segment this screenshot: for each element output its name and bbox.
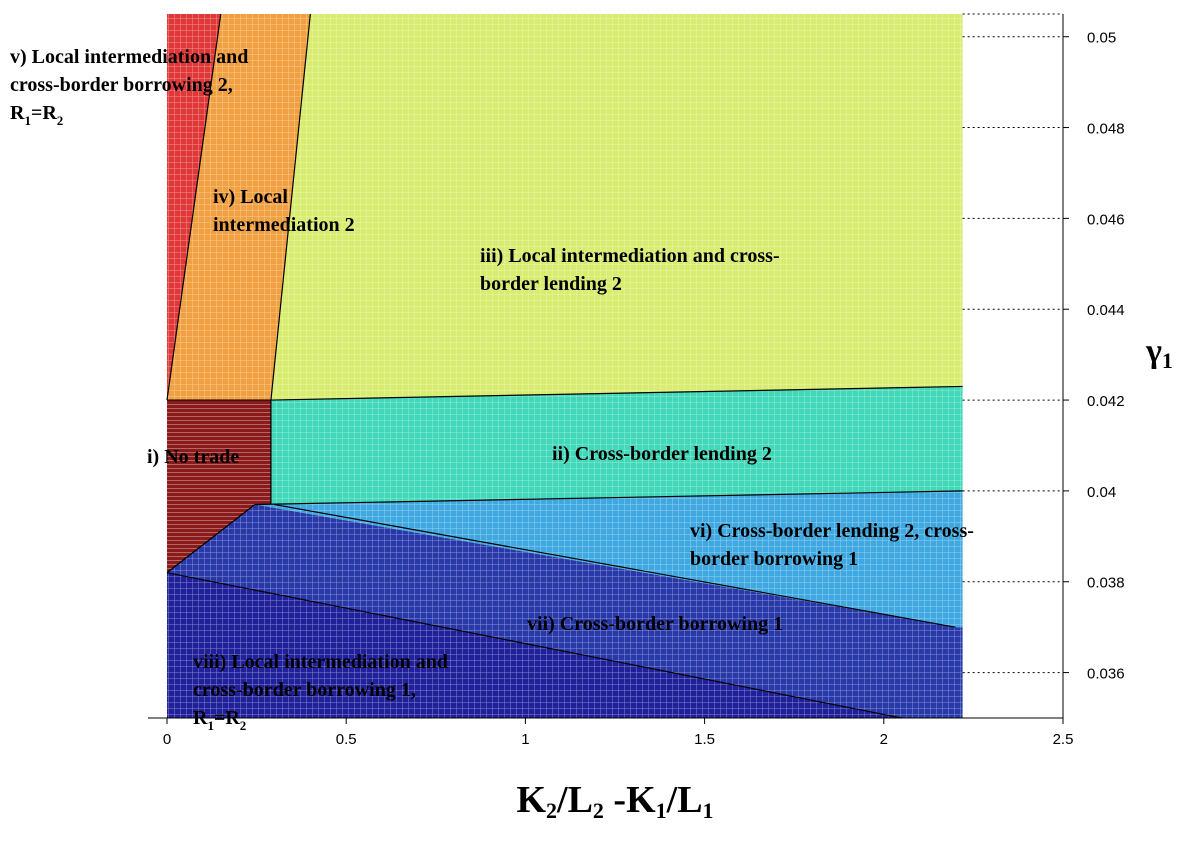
x-tick-label-3: 1.5 bbox=[694, 731, 715, 748]
region-iii-mesh bbox=[270, 14, 963, 401]
x-tick-label-2: 1 bbox=[521, 731, 529, 748]
region-iv-mesh bbox=[167, 14, 311, 401]
y-tick-label-3: 0.042 bbox=[1087, 393, 1125, 410]
region-label-viii: viii) Local intermediation and cross-bord… bbox=[193, 651, 448, 733]
axes-layer: 0 0.5 1 1.5 2 2.5 0.036 0.038 0.04 0.042 0.044 0.04… bbox=[148, 14, 1173, 823]
y-tick-label-5: 0.046 bbox=[1087, 211, 1125, 228]
boundaries-layer bbox=[166, 13, 963, 719]
x-tick-label-0: 0 bbox=[163, 731, 171, 748]
boundary-line-6 bbox=[166, 13, 222, 401]
labels-layer: i) No trade ii) Cross-border lending 2 iii… bbox=[10, 46, 974, 733]
y-tick-label-7: 0.05 bbox=[1087, 30, 1116, 47]
boundary-line-0 bbox=[166, 504, 256, 574]
y-tick-label-6: 0.048 bbox=[1087, 121, 1125, 138]
x-axis-title: K2​/L2​ -K1​/L1​ bbox=[516, 779, 713, 823]
region-label-iii: iii) Local intermediation and cross-bord… bbox=[480, 245, 780, 295]
region-label-vii: vii) Cross-border borrowing 1 bbox=[527, 613, 783, 635]
boundary-line-4 bbox=[270, 385, 963, 401]
y-tick-label-4: 0.044 bbox=[1087, 302, 1125, 319]
region-label-i: i) No trade bbox=[147, 446, 239, 468]
y-axis-title: γ1​ bbox=[1145, 333, 1173, 373]
region-label-iv: iv) Local intermediation 2 bbox=[213, 186, 355, 236]
boundary-line-1 bbox=[254, 490, 963, 506]
x-tick-label-4: 2 bbox=[880, 731, 888, 748]
y-tick-label-0: 0.036 bbox=[1087, 666, 1125, 683]
x-tick-label-5: 2.5 bbox=[1053, 731, 1074, 748]
region-label-vi: vi) Cross-border lending 2, cross-border… bbox=[690, 520, 974, 570]
region-label-ii: ii) Cross-border lending 2 bbox=[552, 443, 772, 465]
region-label-v: v) Local intermediation and cross-border … bbox=[10, 46, 248, 128]
x-tick-label-1: 0.5 bbox=[336, 731, 357, 748]
region-i-mesh bbox=[167, 400, 271, 573]
boundary-line-5 bbox=[270, 13, 311, 401]
y-tick-label-1: 0.038 bbox=[1087, 575, 1125, 592]
y-tick-label-2: 0.04 bbox=[1087, 484, 1116, 501]
region-vi-mesh bbox=[254, 490, 963, 628]
grid-layer bbox=[962, 13, 1063, 674]
region-vii-mesh bbox=[167, 504, 963, 718]
region-ii-mesh bbox=[270, 386, 963, 505]
boundary-line-7 bbox=[274, 503, 956, 628]
boundary-line-8 bbox=[166, 572, 902, 719]
